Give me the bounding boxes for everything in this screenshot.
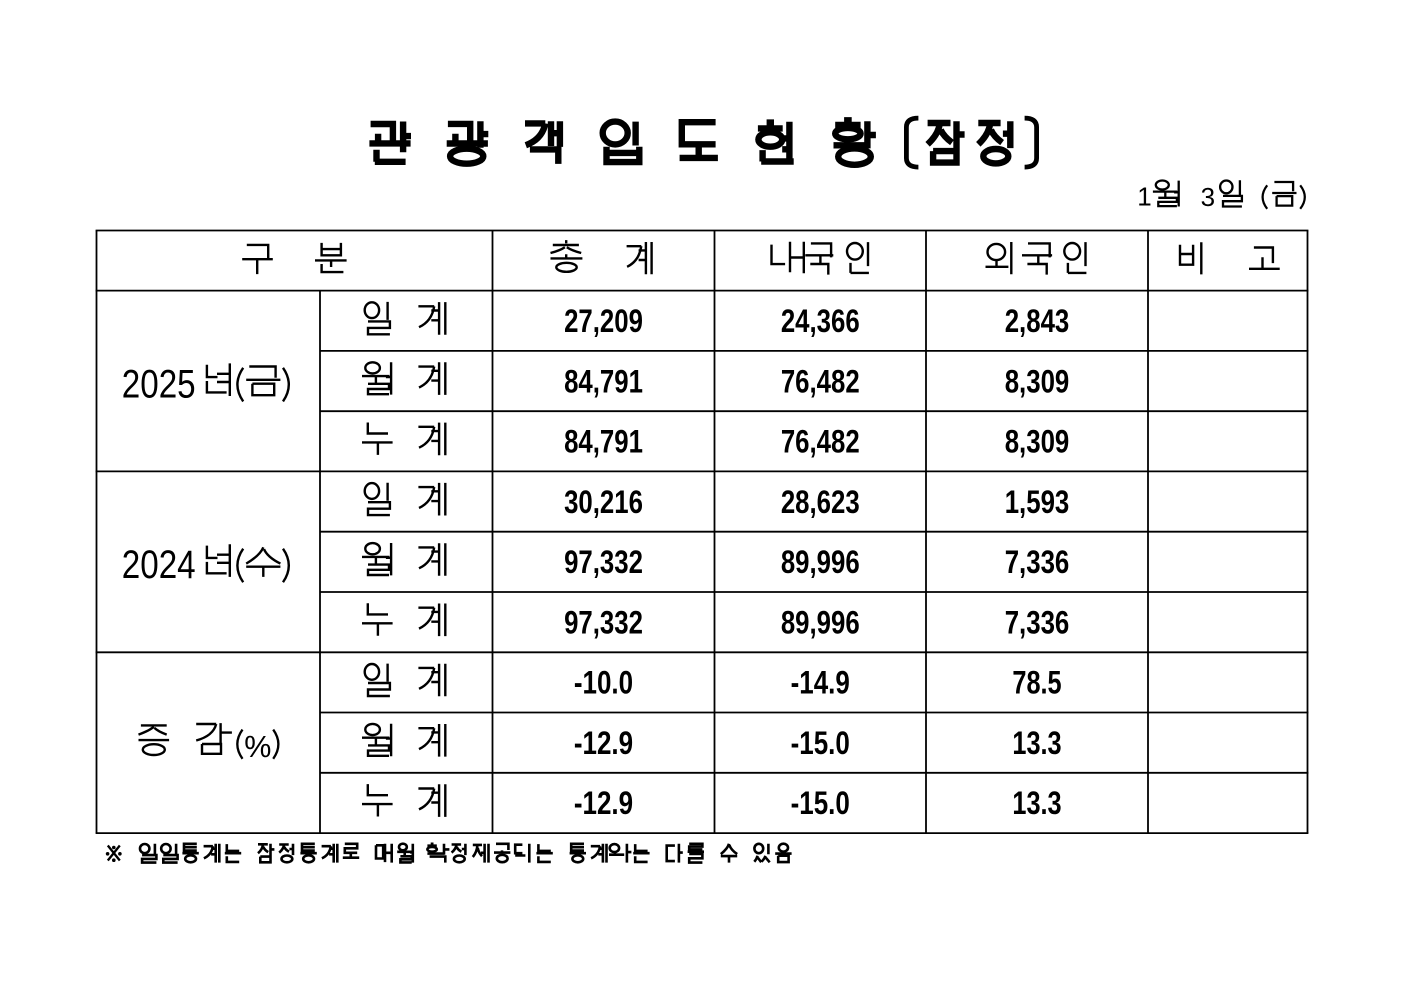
svg-text:1: 1: [1137, 182, 1151, 212]
svg-text:8,309: 8,309: [1005, 363, 1070, 399]
svg-text:78.5: 78.5: [1012, 665, 1061, 701]
svg-text:1,593: 1,593: [1005, 484, 1070, 520]
svg-text:97,332: 97,332: [564, 604, 643, 640]
svg-text:84,791: 84,791: [564, 363, 643, 399]
svg-text:76,482: 76,482: [781, 363, 860, 399]
svg-text:89,996: 89,996: [781, 544, 860, 580]
svg-text:-15.0: -15.0: [791, 785, 850, 821]
svg-text:13.3: 13.3: [1012, 785, 1061, 821]
svg-text:7,336: 7,336: [1005, 604, 1070, 640]
svg-text:13.3: 13.3: [1012, 725, 1061, 761]
svg-text:-12.9: -12.9: [574, 725, 633, 761]
svg-text:89,996: 89,996: [781, 604, 860, 640]
svg-text:-14.9: -14.9: [791, 665, 850, 701]
svg-text:2025: 2025: [122, 362, 196, 406]
svg-text:28,623: 28,623: [781, 484, 860, 520]
svg-text:2024: 2024: [122, 543, 196, 587]
svg-text:-12.9: -12.9: [574, 785, 633, 821]
svg-text:3: 3: [1201, 182, 1215, 212]
svg-text:2,843: 2,843: [1005, 303, 1070, 339]
svg-text:-10.0: -10.0: [574, 665, 633, 701]
svg-text:84,791: 84,791: [564, 424, 643, 460]
svg-text:30,216: 30,216: [564, 484, 643, 520]
svg-text:7,336: 7,336: [1005, 544, 1070, 580]
svg-text:27,209: 27,209: [564, 303, 643, 339]
svg-text:24,366: 24,366: [781, 303, 860, 339]
svg-text:97,332: 97,332: [564, 544, 643, 580]
svg-text:8,309: 8,309: [1005, 424, 1070, 460]
svg-text:-15.0: -15.0: [791, 725, 850, 761]
svg-text:%: %: [244, 730, 271, 764]
svg-text:76,482: 76,482: [781, 424, 860, 460]
